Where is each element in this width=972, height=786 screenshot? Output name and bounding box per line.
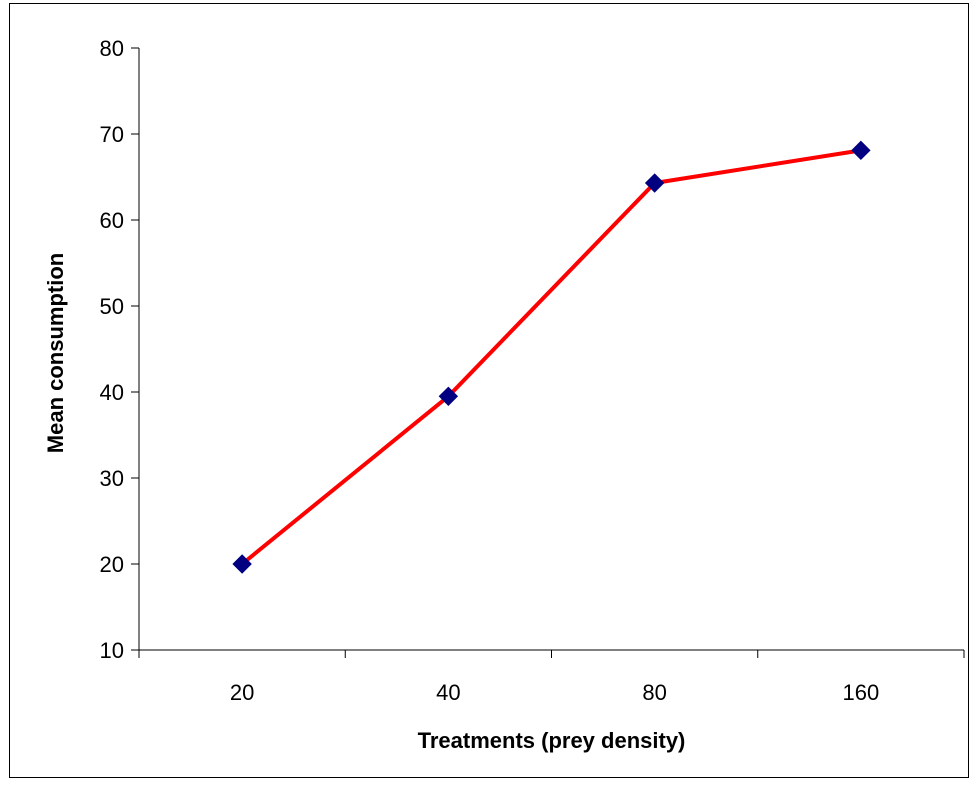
y-tick-label: 70 xyxy=(100,122,124,147)
x-axis: 20 40 80 160 xyxy=(138,649,965,705)
chart-frame xyxy=(9,3,969,778)
x-tick-label: 80 xyxy=(642,680,666,705)
data-point-marker xyxy=(851,140,871,161)
y-tick-label: 80 xyxy=(100,36,124,61)
x-axis-title: Treatments (prey density) xyxy=(418,728,686,753)
data-point-marker xyxy=(644,173,665,193)
x-tick-label: 20 xyxy=(230,680,254,705)
y-tick-label: 50 xyxy=(100,294,124,319)
data-point-marker xyxy=(438,386,459,407)
y-tick-label: 30 xyxy=(100,466,124,491)
y-axis: 10 20 30 40 50 60 70 80 xyxy=(100,36,140,663)
y-tick-label: 60 xyxy=(100,208,124,233)
y-axis-title: Mean consumption xyxy=(43,253,68,453)
series-line xyxy=(240,148,862,566)
x-tick-label: 160 xyxy=(843,680,880,705)
data-point-marker xyxy=(232,554,252,574)
y-tick-label: 10 xyxy=(100,638,124,663)
x-tick-label: 40 xyxy=(436,680,460,705)
y-tick-label: 40 xyxy=(100,380,124,405)
y-tick-label: 20 xyxy=(100,552,124,577)
series-layer xyxy=(232,140,871,574)
